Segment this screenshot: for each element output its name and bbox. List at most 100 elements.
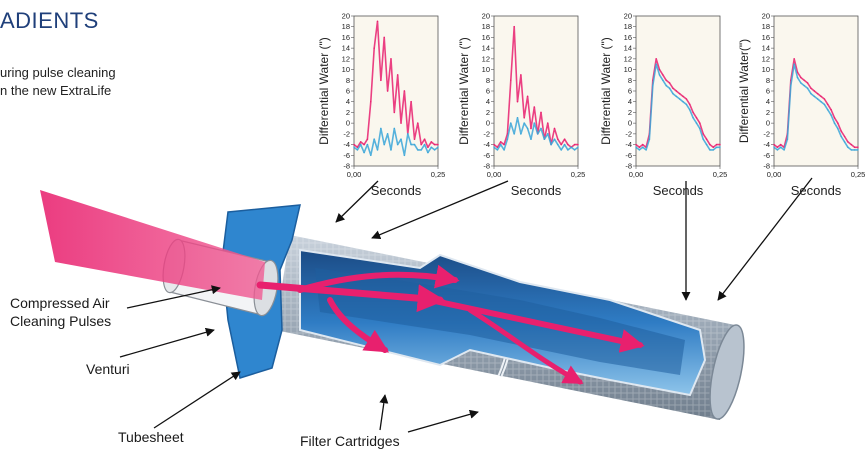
data-point <box>837 127 839 130</box>
data-point <box>655 63 657 65</box>
data-point <box>719 143 721 146</box>
compressed-air-pulse <box>40 190 265 300</box>
data-point <box>573 143 576 146</box>
data-point <box>796 76 799 79</box>
data-point <box>847 146 849 148</box>
x-tick-label: 0,25 <box>713 170 728 179</box>
data-point <box>820 101 822 103</box>
data-point <box>665 79 667 81</box>
y-tick-label: 16 <box>342 33 350 42</box>
y-tick-label: 2 <box>486 108 490 117</box>
data-point <box>638 149 641 151</box>
data-point <box>715 143 718 146</box>
data-point <box>543 138 546 140</box>
data-point <box>533 122 536 124</box>
x-tick-label: 0,25 <box>571 170 586 179</box>
data-point <box>685 103 688 106</box>
y-tick-label: 20 <box>762 12 770 21</box>
data-point <box>678 98 681 100</box>
y-tick-label: -8 <box>763 162 770 171</box>
data-point <box>692 117 694 119</box>
y-tick-label: 10 <box>482 65 490 74</box>
data-point <box>427 146 429 148</box>
data-point <box>837 122 839 124</box>
data-point <box>642 146 644 148</box>
data-point <box>363 151 365 154</box>
data-point <box>567 149 569 151</box>
y-tick-label: 16 <box>482 33 490 42</box>
y-tick-label: 0 <box>766 119 770 128</box>
data-point <box>376 20 379 23</box>
data-point <box>553 127 556 130</box>
data-point <box>563 143 566 146</box>
y-tick-label: 0 <box>346 119 350 128</box>
data-point <box>776 146 779 148</box>
data-point <box>386 133 389 135</box>
data-point <box>366 143 369 146</box>
data-point <box>672 92 674 95</box>
data-point <box>400 138 402 140</box>
data-point <box>699 127 701 130</box>
data-point <box>820 95 822 98</box>
data-point <box>417 122 419 124</box>
y-tick-label: 6 <box>628 87 632 96</box>
data-point <box>423 143 426 146</box>
data-point <box>662 79 664 81</box>
data-point <box>699 122 701 124</box>
y-tick-label: 0 <box>486 119 490 128</box>
data-point <box>823 103 826 106</box>
data-point <box>790 84 792 87</box>
data-point <box>827 109 829 111</box>
x-tick-label: 0,00 <box>629 170 644 179</box>
label-filter-cartridges: Filter Cartridges <box>300 433 400 449</box>
data-point <box>363 143 365 146</box>
data-point <box>635 146 637 148</box>
data-point <box>500 143 502 146</box>
data-point <box>396 143 399 146</box>
data-point <box>780 146 782 148</box>
y-tick-label: 18 <box>482 22 490 31</box>
data-point <box>642 143 644 146</box>
data-point <box>516 117 519 119</box>
y-tick-label: 18 <box>342 22 350 31</box>
data-point <box>353 143 355 146</box>
data-point <box>672 87 674 90</box>
data-point <box>857 149 859 151</box>
data-point <box>840 135 842 138</box>
series-line-2 <box>635 63 720 151</box>
data-point <box>383 143 385 146</box>
data-point <box>516 101 519 103</box>
label-compressed-air-line-1: Compressed Air <box>10 295 110 311</box>
data-point <box>376 149 379 151</box>
data-point <box>719 146 721 148</box>
y-tick-label: 4 <box>766 97 770 106</box>
data-point <box>560 143 562 146</box>
data-point <box>510 79 512 81</box>
series-line-2 <box>493 117 579 151</box>
y-tick-label: -4 <box>483 140 490 149</box>
data-point <box>513 26 515 28</box>
data-point <box>665 84 667 87</box>
data-point <box>496 146 499 148</box>
label-compressed-air: Compressed Air Cleaning Pulses <box>10 294 111 330</box>
data-point <box>366 138 369 140</box>
data-point <box>833 122 836 124</box>
data-point <box>843 135 846 138</box>
data-point <box>675 95 678 98</box>
data-point <box>705 143 708 146</box>
y-tick-label: 20 <box>482 12 490 21</box>
data-point <box>360 141 362 143</box>
data-point <box>793 58 795 60</box>
data-point <box>390 58 392 60</box>
data-point <box>712 149 714 151</box>
data-point <box>800 82 802 84</box>
data-point <box>547 133 549 135</box>
data-point <box>853 149 856 151</box>
series-line-2 <box>353 127 439 157</box>
data-point <box>709 143 711 146</box>
data-point <box>793 63 795 65</box>
data-point <box>530 127 532 130</box>
data-point <box>567 143 569 146</box>
data-point <box>523 117 525 119</box>
data-point <box>383 36 385 39</box>
